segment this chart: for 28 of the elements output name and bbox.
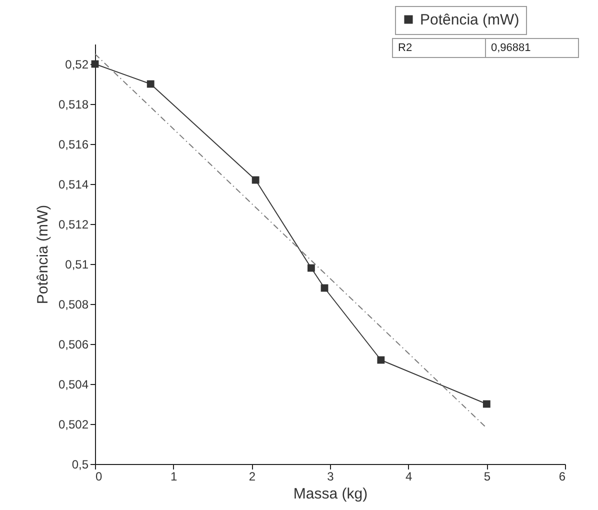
x-axis-title: Massa (kg) [293, 486, 368, 502]
y-tick-label: 0,5 [72, 458, 89, 472]
point [252, 176, 260, 184]
annotation: R2 [392, 38, 486, 58]
y-tick-label: 0,518 [58, 98, 89, 112]
y-tick-label: 0,512 [58, 218, 89, 232]
x-tick-label: 6 [558, 470, 566, 484]
legend-label: Potência (mW) [420, 12, 520, 28]
annotation: 0,96881 [486, 38, 578, 58]
y-tick-label: 0,51 [65, 258, 89, 272]
point [482, 400, 490, 408]
y-axis-title: Potência (mW) [34, 204, 52, 304]
y-tick-label: 0,506 [58, 338, 89, 352]
x-tick-label: 2 [248, 470, 256, 484]
point [146, 80, 154, 88]
y-tick-label: 0,502 [58, 418, 89, 432]
x-tick-label: 4 [405, 470, 412, 484]
x-tick-label: 1 [170, 470, 178, 484]
y-tick-label: 0,52 [65, 58, 89, 72]
y-tick-label: 0,504 [58, 378, 89, 392]
y-tick-label: 0,514 [58, 178, 89, 192]
point [307, 264, 315, 272]
x-tick-label: 0 [96, 470, 102, 484]
y-tick-label: 0,508 [58, 298, 89, 312]
x-tick-label: 3 [327, 470, 334, 484]
x-tick-label: 5 [484, 470, 491, 484]
y-tick-label: 0,516 [58, 138, 89, 152]
point [377, 356, 385, 364]
